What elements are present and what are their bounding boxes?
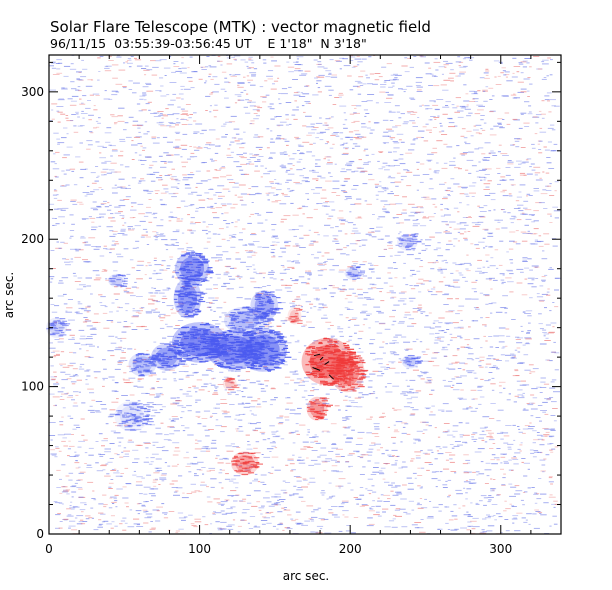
negative-polarity-region [239, 328, 292, 372]
negative-polarity-region [174, 278, 206, 319]
noise-texture [49, 55, 561, 534]
negative-polarity-region [402, 355, 423, 369]
negative-polarity-region [115, 401, 154, 432]
negative-polarity-region [345, 266, 366, 280]
x-tick-label: 200 [339, 542, 362, 556]
y-tick-label: 200 [21, 232, 44, 246]
x-tick-label: 0 [45, 542, 53, 556]
y-tick-label: 100 [21, 380, 44, 394]
y-tick-label: 0 [36, 527, 44, 541]
negative-polarity-region [108, 274, 128, 288]
x-tick-label: 300 [489, 542, 512, 556]
magnetic-field-map [46, 55, 561, 534]
positive-polarity-region [288, 307, 303, 324]
positive-polarity-region [307, 397, 333, 421]
chart-title: Solar Flare Telescope (MTK) : vector mag… [50, 18, 431, 36]
chart-subtitle: 96/11/15 03:55:39-03:56:45 UT E 1'18" N … [50, 36, 367, 51]
positive-polarity-region [330, 352, 368, 393]
positive-polarity-region [231, 451, 263, 475]
x-tick-label: 100 [188, 542, 211, 556]
y-axis-label: arc sec. [2, 272, 16, 318]
positive-polarity-region [223, 377, 240, 391]
x-axis-label: arc sec. [283, 569, 329, 583]
negative-polarity-region [397, 234, 422, 251]
y-tick-label: 300 [21, 85, 44, 99]
